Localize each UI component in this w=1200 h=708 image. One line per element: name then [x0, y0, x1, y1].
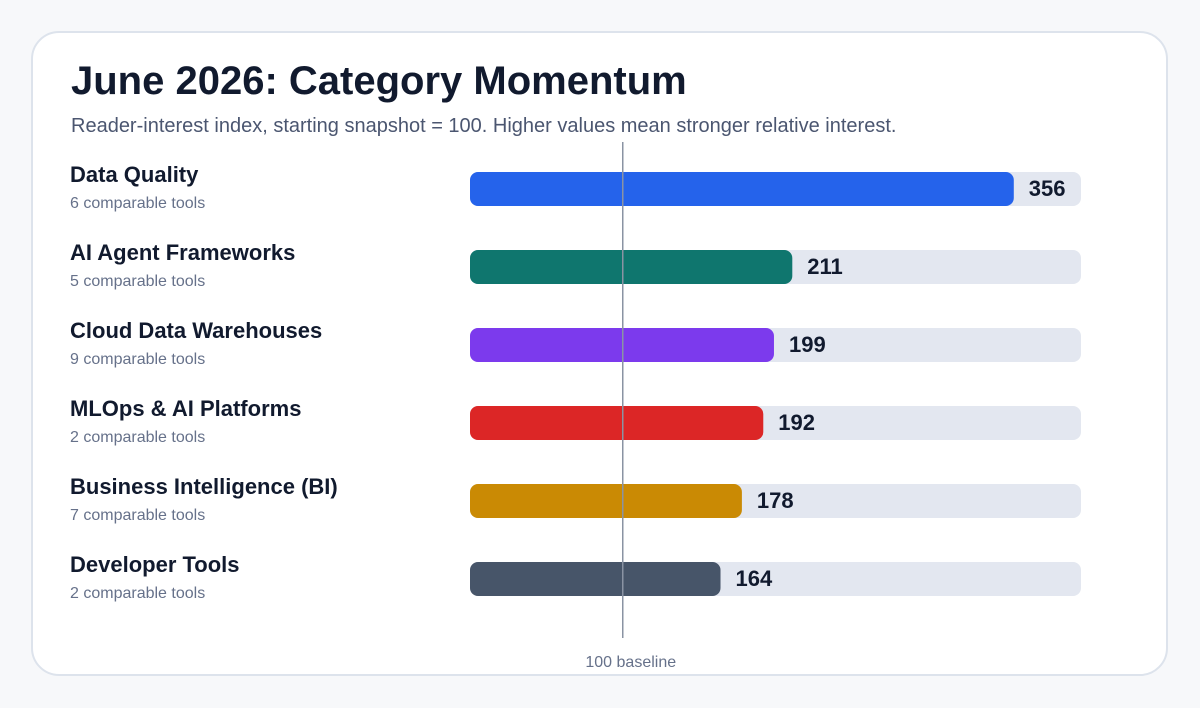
- bar-value-label: 356: [1029, 176, 1066, 201]
- category-tool-count: 7 comparable tools: [70, 507, 205, 524]
- chart-title: June 2026: Category Momentum: [71, 59, 687, 103]
- bar[interactable]: [470, 484, 742, 518]
- category-label: Developer Tools: [70, 552, 240, 577]
- category-label: MLOps & AI Platforms: [70, 396, 301, 421]
- bar[interactable]: [470, 172, 1014, 206]
- category-tool-count: 2 comparable tools: [70, 429, 205, 446]
- bar-value-label: 178: [757, 488, 794, 513]
- bar[interactable]: [470, 250, 793, 284]
- category-label: AI Agent Frameworks: [70, 240, 295, 265]
- category-tool-count: 2 comparable tools: [70, 585, 205, 602]
- chart-subtitle: Reader-interest index, starting snapshot…: [71, 115, 897, 137]
- bar[interactable]: [470, 406, 764, 440]
- baseline-label: 100 baseline: [585, 654, 676, 671]
- category-label: Cloud Data Warehouses: [70, 318, 322, 343]
- category-tool-count: 6 comparable tools: [70, 195, 205, 212]
- bar[interactable]: [470, 328, 774, 362]
- category-tool-count: 5 comparable tools: [70, 273, 205, 290]
- bar[interactable]: [470, 562, 721, 596]
- category-label: Business Intelligence (BI): [70, 474, 338, 499]
- category-tool-count: 9 comparable tools: [70, 351, 205, 368]
- category-label: Data Quality: [70, 162, 199, 187]
- bar-value-label: 211: [807, 254, 843, 279]
- bar-value-label: 164: [736, 566, 773, 591]
- bar-value-label: 199: [789, 332, 826, 357]
- bar-value-label: 192: [778, 410, 815, 435]
